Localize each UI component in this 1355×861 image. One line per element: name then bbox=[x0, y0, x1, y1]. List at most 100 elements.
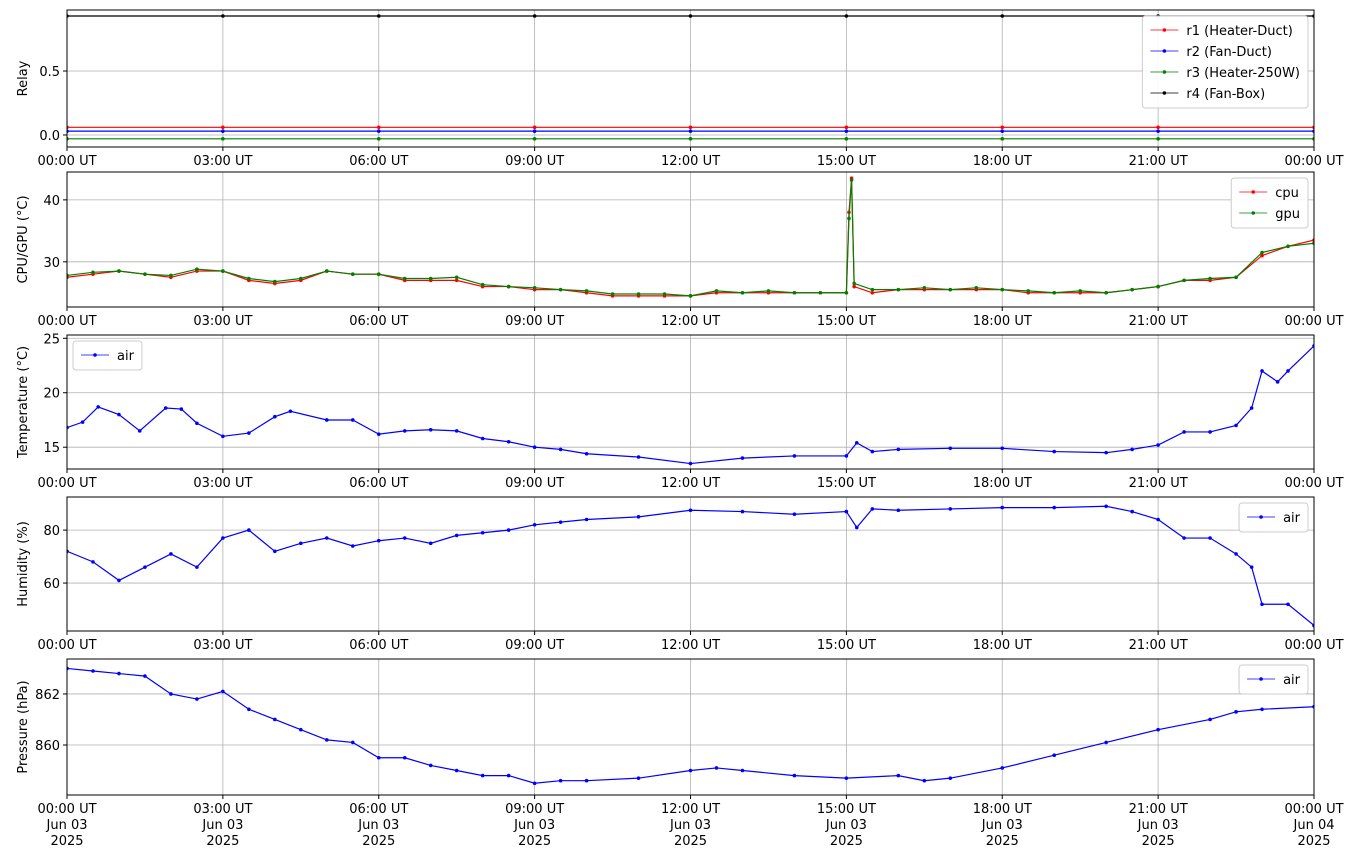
data-point bbox=[1156, 129, 1160, 133]
data-point bbox=[221, 536, 225, 540]
data-point bbox=[1182, 430, 1186, 434]
data-point bbox=[143, 565, 147, 569]
series-line bbox=[67, 667, 1314, 784]
data-point bbox=[1104, 290, 1108, 295]
data-point bbox=[169, 692, 173, 696]
data-point bbox=[662, 292, 667, 296]
chart-panel: 00:00 UT Jun 03 2025 03:00 UT Jun 03 2025 06:0… bbox=[16, 658, 1344, 849]
data-point bbox=[1052, 505, 1057, 510]
data-point bbox=[350, 740, 355, 745]
data-point bbox=[273, 414, 277, 419]
data-point bbox=[1286, 244, 1290, 249]
data-point bbox=[688, 461, 693, 466]
y-tick-label: 80 bbox=[43, 524, 60, 539]
legend-label: r2 (Fan-Duct) bbox=[1186, 45, 1272, 60]
data-point bbox=[454, 768, 459, 773]
data-point bbox=[221, 137, 225, 141]
x-tick-label: 03:00 UT Jun 03 2025 bbox=[193, 802, 252, 849]
data-point bbox=[610, 292, 615, 296]
legend-label: r1 (Heater-Duct) bbox=[1186, 24, 1292, 39]
x-tick-label: 18:00 UT bbox=[973, 476, 1032, 491]
data-point bbox=[179, 407, 184, 411]
data-point bbox=[169, 552, 173, 556]
data-point bbox=[1156, 137, 1160, 141]
y-tick-label: 860 bbox=[35, 739, 60, 754]
x-tick-label: 06:00 UT bbox=[349, 638, 408, 653]
legend: r1 (Heater-Duct) r2 (Fan-Duct) r3 (Heater-… bbox=[1141, 15, 1309, 109]
data-point bbox=[117, 412, 121, 417]
data-point bbox=[1026, 289, 1031, 293]
x-tick-label: 00:00 UT bbox=[37, 154, 96, 169]
data-point bbox=[870, 507, 875, 511]
chart-panel: 00:00 UT 03:00 UT 06:00 UT 09:00 UT 12:00 UT… bbox=[16, 171, 1344, 329]
x-tick-label: 15:00 UT bbox=[817, 476, 876, 491]
x-tick-label: 15:00 UT bbox=[817, 154, 876, 169]
data-point bbox=[454, 275, 459, 280]
data-point bbox=[376, 538, 381, 543]
data-point bbox=[221, 125, 225, 130]
data-point bbox=[792, 773, 797, 778]
data-point bbox=[428, 276, 433, 281]
data-point bbox=[852, 281, 856, 286]
legend-label: air bbox=[1283, 673, 1301, 688]
data-point bbox=[532, 523, 537, 527]
data-point bbox=[195, 697, 199, 701]
x-tick-label: 21:00 UT Jun 03 2025 bbox=[1129, 802, 1188, 849]
chart-panel: 00:00 UT 03:00 UT 06:00 UT 09:00 UT 12:00 UT… bbox=[16, 332, 1344, 491]
x-tick-label: 09:00 UT Jun 03 2025 bbox=[505, 802, 564, 849]
data-point bbox=[402, 276, 407, 281]
data-point bbox=[195, 565, 199, 569]
x-tick-label: 06:00 UT bbox=[349, 476, 408, 491]
legend-marker bbox=[1162, 91, 1167, 95]
data-point bbox=[584, 778, 589, 783]
data-point bbox=[350, 418, 355, 422]
data-point bbox=[1249, 406, 1254, 410]
data-point bbox=[688, 294, 693, 298]
data-point bbox=[221, 689, 225, 694]
data-point bbox=[1156, 727, 1160, 732]
data-point bbox=[584, 517, 589, 522]
data-point bbox=[1156, 517, 1160, 522]
y-tick-label: 25 bbox=[43, 332, 60, 347]
data-point bbox=[948, 446, 953, 451]
legend-label: gpu bbox=[1275, 207, 1300, 222]
x-tick-label: 00:00 UT bbox=[37, 476, 96, 491]
data-point bbox=[1286, 602, 1290, 607]
x-tick-label: 15:00 UT Jun 03 2025 bbox=[817, 802, 876, 849]
data-point bbox=[1234, 423, 1238, 428]
data-point bbox=[428, 763, 433, 768]
chart-panel: 00:00 UT 03:00 UT 06:00 UT 09:00 UT 12:00 UT… bbox=[16, 9, 1344, 169]
data-point bbox=[1260, 253, 1264, 258]
data-point bbox=[376, 755, 381, 760]
data-point bbox=[948, 507, 953, 511]
data-point bbox=[376, 129, 381, 133]
data-point bbox=[847, 216, 851, 221]
x-tick-label: 12:00 UT Jun 03 2025 bbox=[661, 802, 720, 849]
data-point bbox=[532, 286, 537, 290]
data-point bbox=[1130, 509, 1134, 514]
plot-area bbox=[67, 504, 1314, 628]
data-point bbox=[532, 129, 537, 133]
data-point bbox=[740, 768, 745, 773]
data-point bbox=[1208, 536, 1212, 540]
data-point bbox=[1182, 278, 1186, 283]
data-point bbox=[273, 717, 277, 722]
data-point bbox=[854, 525, 859, 530]
data-point bbox=[532, 125, 537, 130]
legend-label: air bbox=[1283, 511, 1301, 526]
legend: air bbox=[72, 340, 143, 371]
data-point bbox=[636, 776, 641, 780]
data-point bbox=[1000, 129, 1005, 133]
y-tick-label: 15 bbox=[43, 441, 60, 456]
data-point bbox=[844, 509, 849, 514]
data-point bbox=[740, 456, 745, 460]
data-point bbox=[247, 528, 251, 532]
data-point bbox=[688, 508, 693, 513]
data-point bbox=[1275, 380, 1280, 384]
y-tick-label: 20 bbox=[43, 387, 60, 402]
data-point bbox=[740, 509, 745, 514]
data-point bbox=[299, 276, 303, 281]
legend-marker bbox=[93, 353, 97, 357]
x-tick-label: 00:00 UT Jun 03 2025 bbox=[37, 802, 96, 849]
data-point bbox=[247, 431, 251, 435]
